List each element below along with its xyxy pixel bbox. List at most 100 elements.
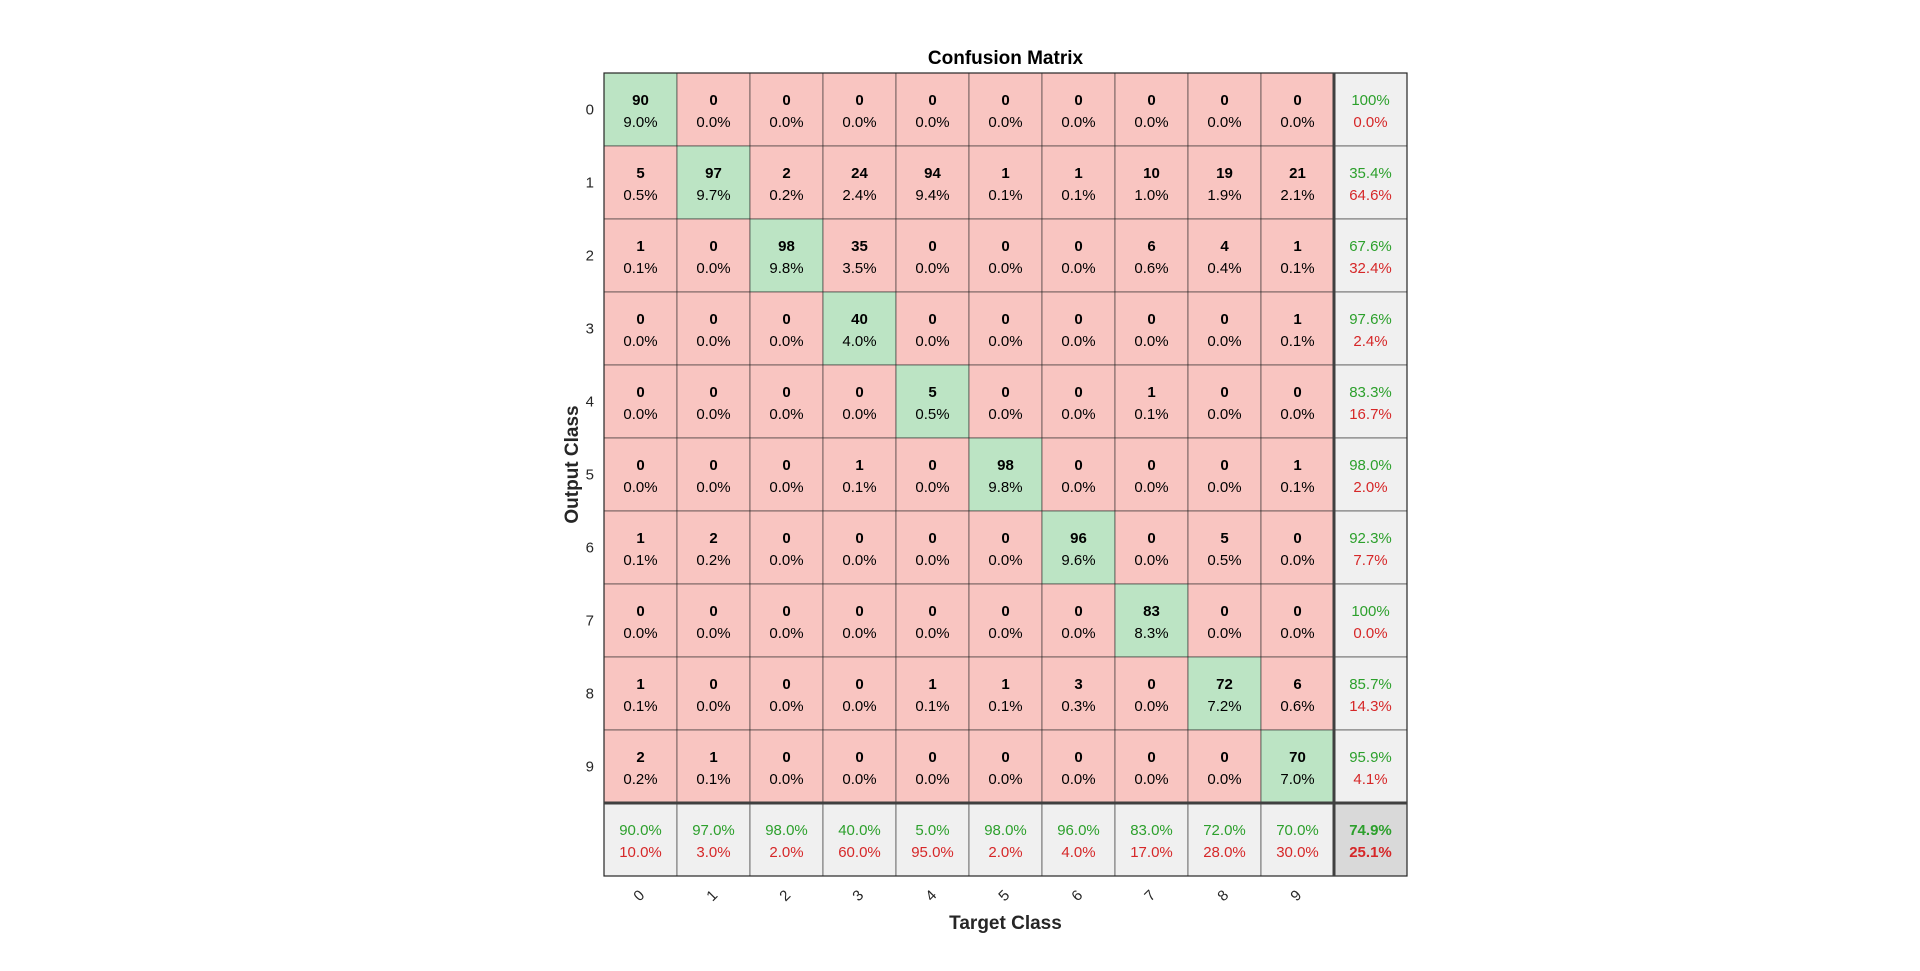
cell-count: 0 (1147, 457, 1155, 474)
cell-count: 6 (1293, 676, 1301, 693)
matrix-cell (822, 583, 897, 658)
cell-percentage: 0.5% (1207, 552, 1241, 569)
cell-percentage: 1.0% (1134, 187, 1168, 204)
matrix-cell (1041, 583, 1116, 658)
matrix-cell (749, 145, 824, 220)
cell-count: 0 (782, 676, 790, 693)
cell-percentage: 0.0% (769, 625, 803, 642)
cell-count: 0 (709, 384, 717, 401)
row-precision: 97.6% (1349, 311, 1392, 328)
y-tick-label: 5 (586, 467, 594, 484)
col-summary-cell (676, 802, 751, 877)
cell-count: 0 (782, 384, 790, 401)
cell-percentage: 9.8% (988, 479, 1022, 496)
row-summary-cell (1333, 583, 1408, 658)
y-tick-label: 1 (586, 175, 594, 192)
row-precision: 92.3% (1349, 530, 1392, 547)
row-precision: 35.4% (1349, 165, 1392, 182)
cell-percentage: 2.4% (842, 187, 876, 204)
cell-count: 0 (709, 311, 717, 328)
cell-percentage: 9.7% (696, 187, 730, 204)
cell-percentage: 0.0% (988, 552, 1022, 569)
col-error: 4.0% (1061, 844, 1095, 861)
cell-percentage: 0.0% (1134, 333, 1168, 350)
matrix-cell (749, 729, 824, 804)
cell-percentage: 8.3% (1134, 625, 1168, 642)
cell-count: 0 (1293, 92, 1301, 109)
cell-count: 1 (636, 676, 644, 693)
cell-count: 1 (636, 238, 644, 255)
col-error: 60.0% (838, 844, 881, 861)
cell-percentage: 7.2% (1207, 698, 1241, 715)
cell-count: 1 (1147, 384, 1155, 401)
cell-percentage: 0.0% (1134, 479, 1168, 496)
cell-count: 0 (1001, 238, 1009, 255)
matrix-cell (1260, 583, 1335, 658)
matrix-cell (603, 583, 678, 658)
cell-count: 0 (855, 92, 863, 109)
cell-count: 1 (1074, 165, 1082, 182)
col-recall: 97.0% (692, 822, 735, 839)
cell-count: 0 (782, 530, 790, 547)
cell-count: 1 (928, 676, 936, 693)
cell-percentage: 7.0% (1280, 771, 1314, 788)
cell-count: 0 (928, 530, 936, 547)
row-summary-cell (1333, 437, 1408, 512)
cell-count: 0 (855, 530, 863, 547)
cell-count: 0 (1147, 530, 1155, 547)
matrix-cell (749, 218, 824, 293)
cell-percentage: 0.0% (696, 260, 730, 277)
cell-count: 0 (1147, 311, 1155, 328)
col-summary-cell (1114, 802, 1189, 877)
cell-percentage: 0.1% (623, 260, 657, 277)
col-error: 3.0% (696, 844, 730, 861)
y-tick-label: 7 (586, 613, 594, 630)
cell-count: 0 (636, 603, 644, 620)
overall-accuracy: 74.9% (1349, 822, 1392, 839)
row-summary-cell (1333, 510, 1408, 585)
matrix-cell (1041, 437, 1116, 512)
cell-count: 0 (1293, 384, 1301, 401)
col-error: 28.0% (1203, 844, 1246, 861)
cell-count: 0 (855, 603, 863, 620)
col-error: 2.0% (988, 844, 1022, 861)
cell-count: 0 (709, 603, 717, 620)
matrix-cell (1187, 72, 1262, 147)
cell-percentage: 0.0% (1207, 406, 1241, 423)
x-tick-label: 3 (849, 887, 867, 905)
matrix-cell (968, 145, 1043, 220)
row-summary-cell (1333, 729, 1408, 804)
y-tick-label: 2 (586, 248, 594, 265)
cell-count: 0 (855, 384, 863, 401)
matrix-cell (1114, 437, 1189, 512)
matrix-cell (1114, 218, 1189, 293)
matrix-cell (822, 510, 897, 585)
matrix-cell (968, 291, 1043, 366)
cell-count: 35 (851, 238, 868, 255)
matrix-cell (749, 583, 824, 658)
cell-count: 0 (1001, 92, 1009, 109)
matrix-cell (1114, 729, 1189, 804)
cell-count: 19 (1216, 165, 1233, 182)
cell-percentage: 2.1% (1280, 187, 1314, 204)
cell-count: 0 (1147, 92, 1155, 109)
matrix-cell (1187, 218, 1262, 293)
cell-percentage: 0.0% (1061, 114, 1095, 131)
col-recall: 5.0% (915, 822, 949, 839)
matrix-cell (603, 656, 678, 731)
cell-percentage: 0.0% (696, 625, 730, 642)
cell-percentage: 0.1% (1280, 479, 1314, 496)
matrix-cell (1260, 437, 1335, 512)
cell-count: 0 (709, 676, 717, 693)
cell-count: 0 (928, 92, 936, 109)
cell-percentage: 0.0% (1061, 625, 1095, 642)
row-precision: 100% (1351, 92, 1389, 109)
matrix-cell (1187, 656, 1262, 731)
col-summary-cell (1041, 802, 1116, 877)
matrix-cell (676, 510, 751, 585)
cell-count: 10 (1143, 165, 1160, 182)
matrix-cell (1260, 364, 1335, 439)
cell-percentage: 0.3% (1061, 698, 1095, 715)
cell-count: 0 (1074, 384, 1082, 401)
cell-percentage: 9.0% (623, 114, 657, 131)
